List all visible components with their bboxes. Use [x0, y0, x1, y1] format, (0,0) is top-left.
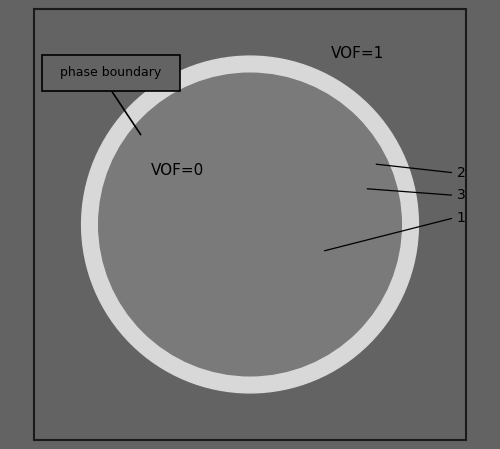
- Text: 2: 2: [456, 166, 466, 180]
- Text: VOF=0: VOF=0: [151, 163, 204, 178]
- FancyBboxPatch shape: [42, 55, 179, 91]
- Text: phase boundary: phase boundary: [60, 66, 162, 79]
- Text: 3: 3: [456, 188, 466, 202]
- Text: 1: 1: [456, 211, 466, 225]
- Circle shape: [82, 56, 418, 393]
- Circle shape: [98, 73, 402, 376]
- Text: VOF=1: VOF=1: [331, 46, 384, 62]
